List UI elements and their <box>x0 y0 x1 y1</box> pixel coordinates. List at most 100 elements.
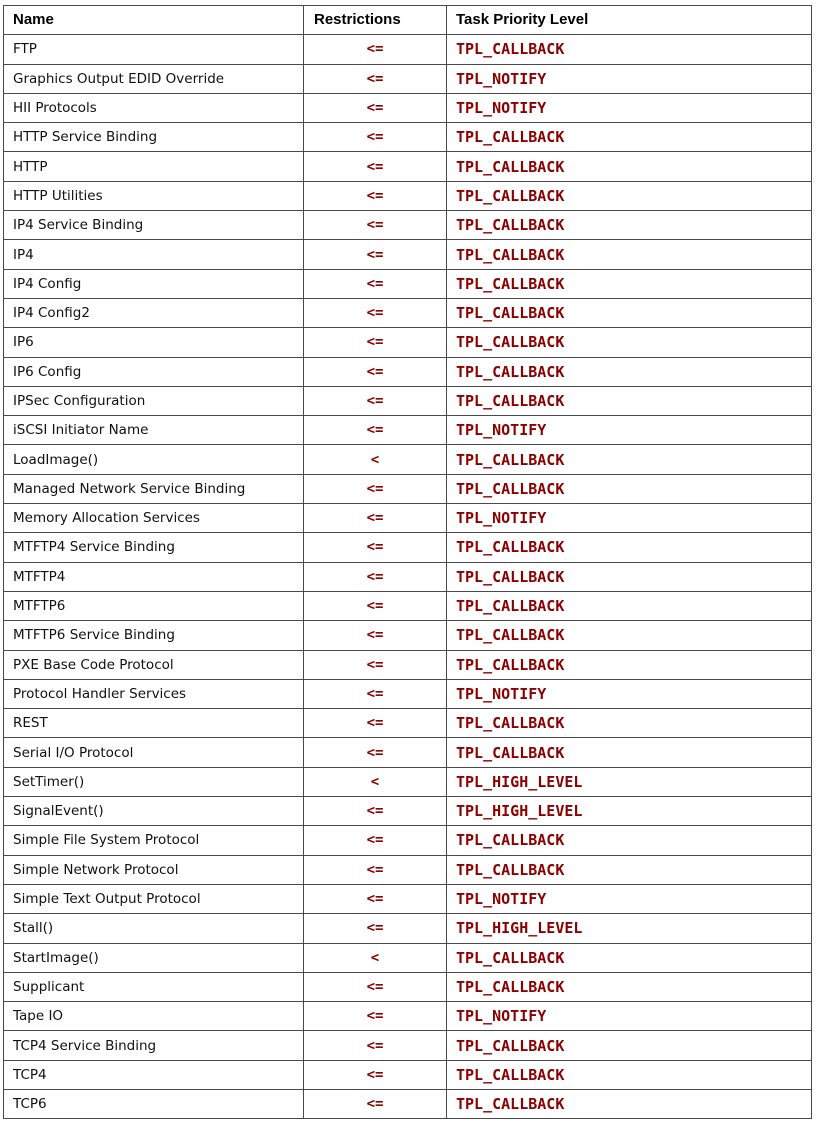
row-name-cell: SetTimer() <box>3 766 304 798</box>
header-name: Name <box>3 4 304 36</box>
header-restrictions: Restrictions <box>303 4 447 36</box>
table-row: REST <= TPL_CALLBACK <box>3 708 812 739</box>
row-restriction-cell: <= <box>303 473 447 505</box>
row-tpl-cell: TPL_CALLBACK <box>446 649 812 680</box>
row-name-cell: HII Protocols <box>3 92 304 124</box>
row-tpl-cell: TPL_NOTIFY <box>446 883 812 915</box>
table-row: Managed Network Service Binding <= TPL_CAL… <box>3 473 812 505</box>
row-name-cell: IP4 <box>3 239 304 270</box>
row-name-cell: MTFTP6 Service Binding <box>3 620 304 651</box>
row-name-cell: Supplicant <box>3 971 304 1003</box>
row-name-cell: MTFTP4 Service Binding <box>3 532 304 563</box>
row-name-cell: Memory Allocation Services <box>3 503 304 534</box>
table-row: Tape IO <= TPL_NOTIFY <box>3 1001 812 1032</box>
row-tpl-cell: TPL_CALLBACK <box>446 239 812 270</box>
row-name-cell: Graphics Output EDID Override <box>3 63 304 94</box>
row-tpl-cell: TPL_CALLBACK <box>446 473 812 505</box>
row-name-cell: TCP4 <box>3 1059 304 1090</box>
row-restriction-cell: <= <box>303 854 447 885</box>
row-tpl-cell: TPL_CALLBACK <box>446 1088 812 1120</box>
row-name-cell: IP6 <box>3 327 304 358</box>
row-name-cell: Simple File System Protocol <box>3 825 304 856</box>
row-restriction-cell: <= <box>303 590 447 622</box>
row-name-cell: PXE Base Code Protocol <box>3 649 304 680</box>
row-name-cell: MTFTP6 <box>3 590 304 622</box>
row-name-cell: REST <box>3 708 304 739</box>
row-restriction-cell: <= <box>303 268 447 299</box>
row-name-cell: Simple Text Output Protocol <box>3 883 304 915</box>
row-tpl-cell: TPL_CALLBACK <box>446 737 812 768</box>
header-task-priority-level: Task Priority Level <box>446 4 812 36</box>
table-row: Supplicant <= TPL_CALLBACK <box>3 971 812 1003</box>
row-restriction-cell: <= <box>303 971 447 1003</box>
row-restriction-cell: < <box>303 766 447 798</box>
row-name-cell: TCP6 <box>3 1088 304 1120</box>
table-row: TCP4 <= TPL_CALLBACK <box>3 1059 812 1090</box>
row-tpl-cell: TPL_CALLBACK <box>446 268 812 299</box>
row-restriction-cell: <= <box>303 503 447 534</box>
row-restriction-cell: <= <box>303 210 447 241</box>
row-restriction-cell: <= <box>303 620 447 651</box>
table-body: FTP <= TPL_CALLBACK Graphics Output EDID Ov… <box>3 34 812 1120</box>
table-row: FTP <= TPL_CALLBACK <box>3 34 812 65</box>
row-name-cell: IP4 Config2 <box>3 297 304 329</box>
row-name-cell: FTP <box>3 34 304 65</box>
row-tpl-cell: TPL_CALLBACK <box>446 942 812 973</box>
table-row: Graphics Output EDID Override <= TPL_NOTIF… <box>3 63 812 94</box>
table-row: HTTP <= TPL_CALLBACK <box>3 151 812 182</box>
row-restriction-cell: <= <box>303 415 447 446</box>
table-row: TCP6 <= TPL_CALLBACK <box>3 1088 812 1120</box>
row-tpl-cell: TPL_CALLBACK <box>446 532 812 563</box>
row-tpl-cell: TPL_CALLBACK <box>446 971 812 1003</box>
row-restriction-cell: <= <box>303 561 447 592</box>
tpl-restrictions-table: Name Restrictions Task Priority Level FT… <box>3 4 812 1120</box>
row-name-cell: Managed Network Service Binding <box>3 473 304 505</box>
row-tpl-cell: TPL_CALLBACK <box>446 180 812 212</box>
row-restriction-cell: <= <box>303 649 447 680</box>
row-tpl-cell: TPL_CALLBACK <box>446 854 812 885</box>
row-tpl-cell: TPL_CALLBACK <box>446 122 812 153</box>
row-restriction-cell: <= <box>303 796 447 827</box>
row-tpl-cell: TPL_NOTIFY <box>446 92 812 124</box>
row-tpl-cell: TPL_HIGH_LEVEL <box>446 766 812 798</box>
row-tpl-cell: TPL_CALLBACK <box>446 297 812 329</box>
row-restriction-cell: <= <box>303 1030 447 1061</box>
row-name-cell: Stall() <box>3 913 304 944</box>
table-row: Simple Text Output Protocol <= TPL_NOTIFY <box>3 883 812 915</box>
table-row: MTFTP4 Service Binding <= TPL_CALLBACK <box>3 532 812 563</box>
table-row: IP4 <= TPL_CALLBACK <box>3 239 812 270</box>
row-restriction-cell: <= <box>303 825 447 856</box>
table-row: Protocol Handler Services <= TPL_NOTIFY <box>3 678 812 710</box>
row-restriction-cell: <= <box>303 356 447 387</box>
table-row: Memory Allocation Services <= TPL_NOTIFY <box>3 503 812 534</box>
table-row: IP4 Config <= TPL_CALLBACK <box>3 268 812 299</box>
row-restriction-cell: <= <box>303 92 447 124</box>
row-name-cell: Simple Network Protocol <box>3 854 304 885</box>
row-restriction-cell: <= <box>303 737 447 768</box>
row-tpl-cell: TPL_CALLBACK <box>446 1059 812 1090</box>
row-tpl-cell: TPL_NOTIFY <box>446 63 812 94</box>
table-row: SignalEvent() <= TPL_HIGH_LEVEL <box>3 796 812 827</box>
table-row: MTFTP6 Service Binding <= TPL_CALLBACK <box>3 620 812 651</box>
row-restriction-cell: <= <box>303 1059 447 1090</box>
row-tpl-cell: TPL_CALLBACK <box>446 34 812 65</box>
table-row: IP6 Config <= TPL_CALLBACK <box>3 356 812 387</box>
row-name-cell: IP6 Config <box>3 356 304 387</box>
row-tpl-cell: TPL_HIGH_LEVEL <box>446 796 812 827</box>
row-name-cell: IP4 Service Binding <box>3 210 304 241</box>
row-restriction-cell: <= <box>303 883 447 915</box>
row-restriction-cell: <= <box>303 239 447 270</box>
row-tpl-cell: TPL_CALLBACK <box>446 708 812 739</box>
table-row: PXE Base Code Protocol <= TPL_CALLBACK <box>3 649 812 680</box>
row-tpl-cell: TPL_NOTIFY <box>446 1001 812 1032</box>
row-tpl-cell: TPL_CALLBACK <box>446 151 812 182</box>
table-row: iSCSI Initiator Name <= TPL_NOTIFY <box>3 415 812 446</box>
row-name-cell: TCP4 Service Binding <box>3 1030 304 1061</box>
row-restriction-cell: <= <box>303 297 447 329</box>
row-restriction-cell: <= <box>303 678 447 710</box>
row-name-cell: StartImage() <box>3 942 304 973</box>
row-tpl-cell: TPL_CALLBACK <box>446 210 812 241</box>
row-name-cell: LoadImage() <box>3 444 304 475</box>
table-row: HTTP Service Binding <= TPL_CALLBACK <box>3 122 812 153</box>
row-tpl-cell: TPL_CALLBACK <box>446 356 812 387</box>
